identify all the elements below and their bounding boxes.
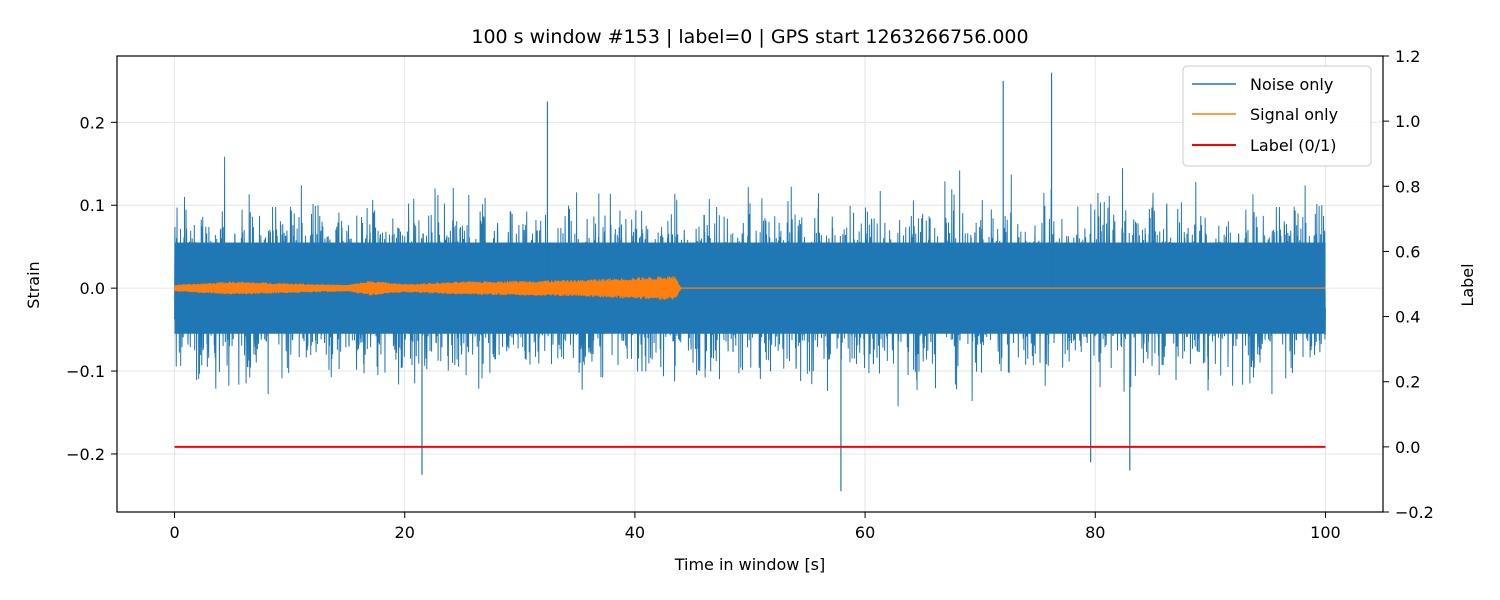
legend: Noise only Signal only Label (0/1) — [1182, 65, 1372, 167]
y2-tick-label-4: 0.4 — [1395, 308, 1420, 327]
y2-axis-label: Label — [1458, 263, 1477, 306]
y-tick-label-2: 0.0 — [80, 279, 105, 298]
y-axis-label: Strain — [24, 261, 43, 308]
y-tick-label-0: 0.2 — [80, 113, 105, 132]
y-tick-label-4: −0.2 — [66, 445, 105, 464]
y2-tick-label-7: −0.2 — [1395, 503, 1434, 522]
y2-tick-label-0: 1.2 — [1395, 47, 1420, 66]
signal-line — [173, 276, 1326, 300]
chart-title: 100 s window #153 | label=0 | GPS start … — [471, 26, 1028, 48]
y2-tick-label-6: 0.0 — [1395, 438, 1420, 457]
y-axis-right: 1.2 1.0 0.8 0.6 0.4 0.2 0.0 −0.2 — [1383, 47, 1434, 522]
x-tick-label-1: 20 — [395, 523, 415, 542]
legend-label-noise: Noise only — [1250, 75, 1333, 94]
x-axis-label: Time in window [s] — [674, 555, 826, 574]
plot-frame — [116, 55, 1384, 513]
y2-tick-label-5: 0.2 — [1395, 373, 1420, 392]
x-axis: 0 20 40 60 80 100 — [169, 512, 1341, 542]
x-tick-label-4: 80 — [1085, 523, 1105, 542]
y2-tick-label-2: 0.8 — [1395, 177, 1420, 196]
signal-series — [173, 276, 1326, 300]
y-tick-label-3: −0.1 — [66, 362, 105, 381]
x-tick-label-3: 60 — [855, 523, 875, 542]
y2-tick-label-3: 0.6 — [1395, 242, 1420, 261]
legend-box — [1182, 65, 1372, 167]
legend-label-signal: Signal only — [1250, 105, 1338, 124]
x-tick-label-5: 100 — [1310, 523, 1341, 542]
y-tick-label-1: 0.1 — [80, 196, 105, 215]
legend-label-label: Label (0/1) — [1250, 136, 1336, 155]
y2-tick-label-1: 1.0 — [1395, 112, 1420, 131]
x-tick-label-0: 0 — [169, 523, 179, 542]
y-axis-left: 0.2 0.1 0.0 −0.1 −0.2 — [66, 113, 117, 464]
x-tick-label-2: 40 — [625, 523, 645, 542]
plot-area — [116, 55, 1384, 513]
